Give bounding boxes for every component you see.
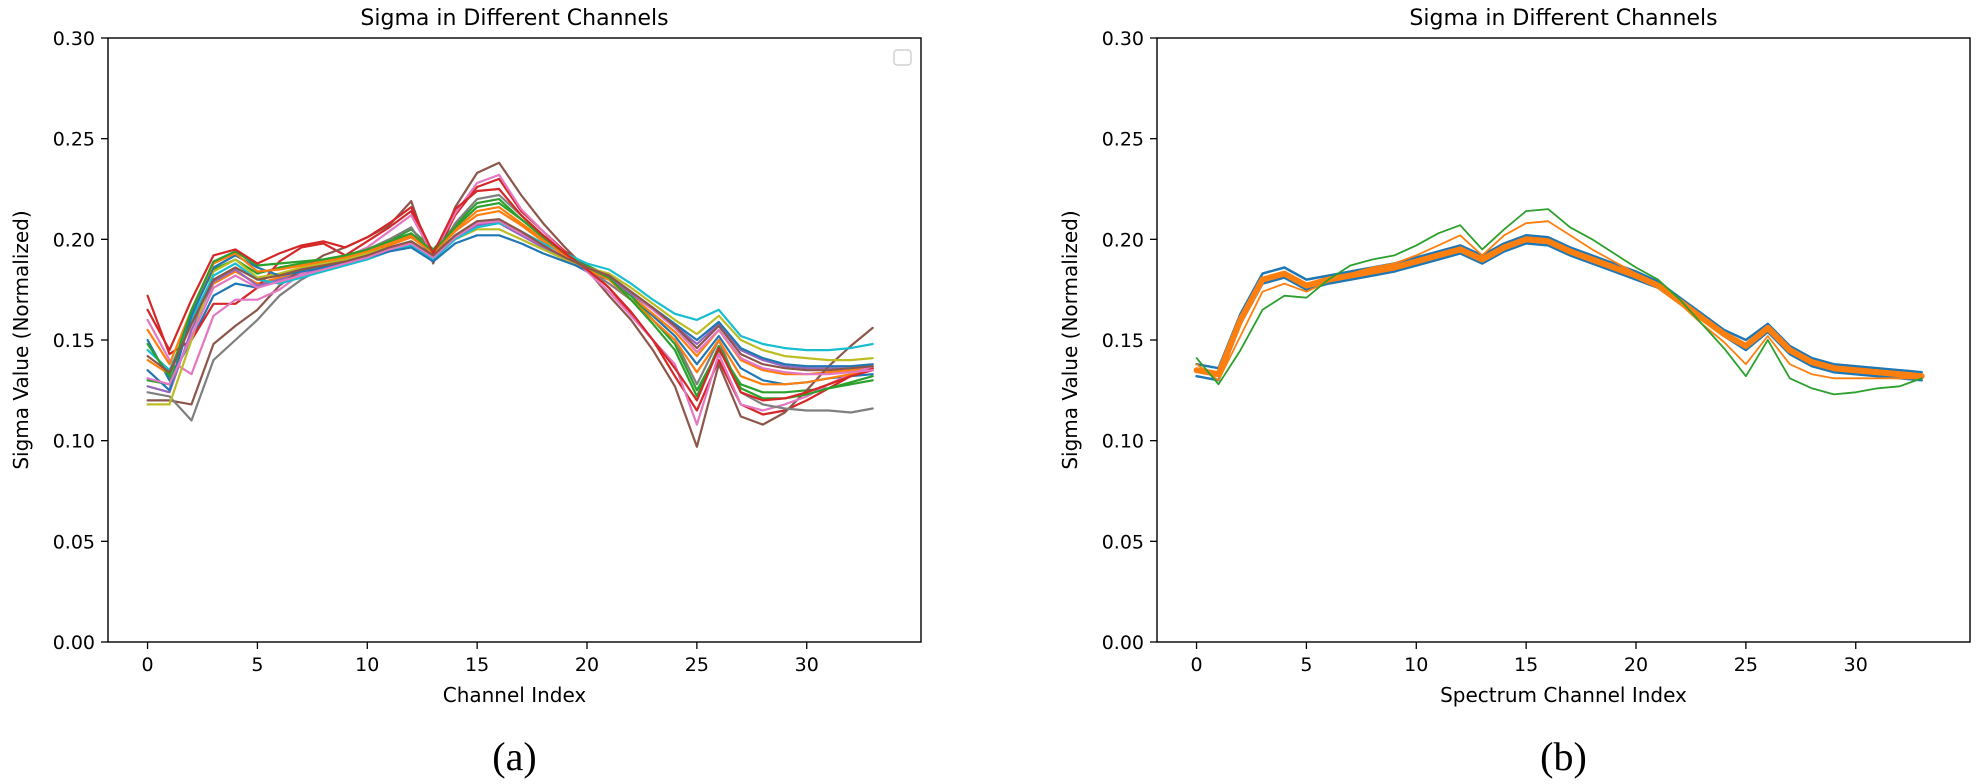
- series-line-s15: [146, 220, 874, 386]
- legend-box: [893, 49, 912, 66]
- x-tick-label: 5: [251, 654, 263, 676]
- series-line-s9: [146, 228, 874, 406]
- x-tick-label: 25: [1734, 654, 1758, 676]
- y-tick-label: 0.20: [1102, 229, 1144, 251]
- x-tick-label: 10: [1404, 654, 1428, 676]
- y-tick-label: 0.00: [1102, 632, 1144, 654]
- y-tick-label: 0.20: [53, 229, 95, 251]
- y-tick-label: 0.05: [1102, 531, 1144, 553]
- y-axis-label: Sigma Value (Normalized): [1058, 210, 1082, 469]
- x-tick-label: 20: [575, 654, 599, 676]
- x-tick-label: 30: [1844, 654, 1868, 676]
- y-tick-label: 0.10: [53, 431, 95, 453]
- x-tick-label: 0: [142, 654, 154, 676]
- y-tick-label: 0.25: [53, 129, 95, 151]
- y-tick-label: 0.15: [53, 330, 95, 352]
- chart-title: Sigma in Different Channels: [1409, 6, 1717, 31]
- y-tick-label: 0.10: [1102, 431, 1144, 453]
- series-line-s11: [146, 234, 874, 392]
- x-tick-label: 5: [1300, 654, 1312, 676]
- y-tick-label: 0.00: [53, 632, 95, 654]
- x-tick-label: 15: [1514, 654, 1538, 676]
- series-line-s14: [146, 187, 874, 402]
- chart-title: Sigma in Different Channels: [360, 6, 668, 31]
- series-line-s12: [146, 206, 874, 386]
- x-tick-label: 20: [1624, 654, 1648, 676]
- y-tick-label: 0.30: [53, 28, 95, 50]
- panel-b: 0 5 10 15 20 25 30 0.00 0.05 0.10 0.15 0.20 0.25 0.30…: [1058, 6, 1971, 779]
- x-tick-label: 0: [1191, 654, 1203, 676]
- series-line-s8: [146, 193, 874, 422]
- series-line-s10: [146, 222, 874, 372]
- y-tick-label: 0.15: [1102, 330, 1144, 352]
- series-line-s5: [146, 222, 874, 394]
- y-tick-label: 0.30: [1102, 28, 1144, 50]
- panel-a: 0 5 10 15 20 25 30 0.00 0.05 0.10 0.15 0.20 0.25 0.30…: [9, 6, 922, 779]
- series-line-outlier-orange: [1195, 220, 1923, 382]
- x-tick-label: 15: [465, 654, 489, 676]
- y-axis-label: Sigma Value (Normalized): [9, 210, 33, 469]
- plot-frame: [107, 37, 922, 643]
- series-line-band-center: [1193, 236, 1925, 380]
- series-line-s6: [146, 161, 874, 448]
- x-axis-label: Channel Index: [443, 683, 587, 707]
- series-line-band-high: [1195, 234, 1923, 374]
- series-line-s16: [146, 218, 874, 374]
- x-tick-label: 30: [795, 654, 819, 676]
- panel-label: (b): [1540, 734, 1587, 779]
- series-group: [146, 161, 874, 448]
- series-line-outlier-green: [1195, 208, 1923, 396]
- x-axis-label: Spectrum Channel Index: [1440, 683, 1687, 707]
- plot-frame: [1156, 37, 1971, 643]
- series-group: [1193, 208, 1925, 396]
- panel-label: (a): [492, 734, 536, 779]
- y-tick-label: 0.25: [1102, 129, 1144, 151]
- series-line-s7: [146, 173, 874, 426]
- x-tick-label: 25: [685, 654, 709, 676]
- series-line-s13: [146, 202, 874, 400]
- y-tick-label: 0.05: [53, 531, 95, 553]
- x-tick-label: 10: [355, 654, 379, 676]
